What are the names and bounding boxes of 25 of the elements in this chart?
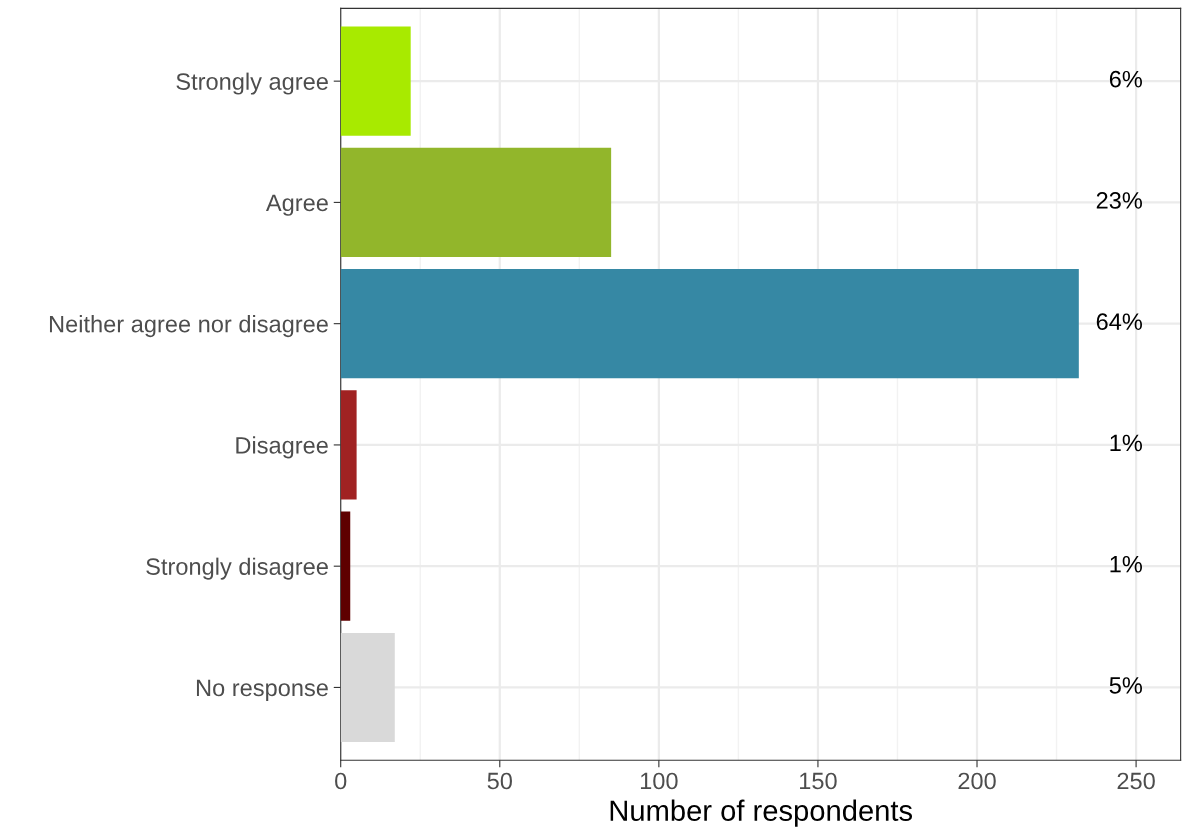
annotation: 1% [1110,434,1142,452]
y-tick-label: Strongly disagree [146,557,328,580]
annotation: 6% [1109,70,1142,88]
y-tick-label: Neither agree nor disagree [49,315,328,338]
x-tick-label: 0 [335,772,347,790]
x-tick-label: 200 [958,772,996,790]
bar [340,511,351,621]
bar [340,147,612,257]
y-tick-label: Strongly agree [176,72,328,95]
y-tick-label: No response [196,679,328,701]
x-tick-label: 50 [487,772,512,790]
y-tick-label: Agree [265,194,328,216]
annotation: 1% [1110,555,1142,573]
x-tick-label: 250 [1117,772,1155,790]
x-axis-title: Number of respondents [610,799,913,827]
annotation: 5% [1109,677,1142,694]
x-tick-label: 150 [800,772,837,790]
x-tick-label: 100 [640,772,678,790]
annotation: 64% [1096,313,1142,331]
bar [340,632,395,743]
bar [340,26,411,136]
bar [340,269,1079,379]
bar [340,390,357,500]
annotation: 23% [1096,192,1142,209]
y-tick-label: Disagree [236,436,328,459]
